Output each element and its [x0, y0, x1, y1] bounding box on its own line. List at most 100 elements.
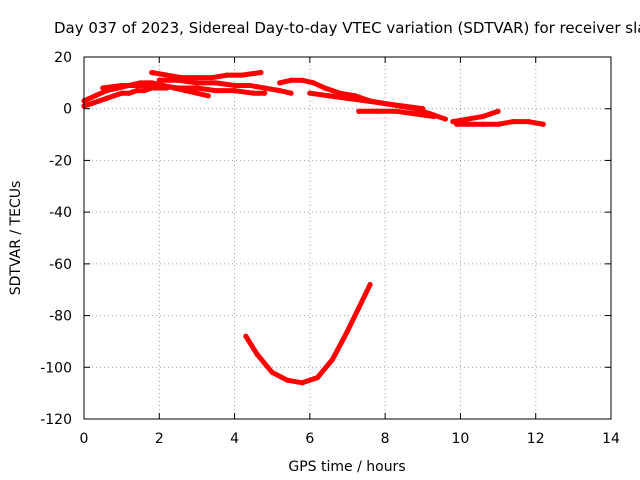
- data-point: [329, 356, 336, 363]
- data-point: [164, 72, 170, 78]
- y-tick-label: 0: [63, 102, 72, 118]
- data-point: [269, 369, 275, 376]
- data-point: [277, 80, 283, 86]
- data-point: [393, 108, 400, 114]
- data-point: [442, 116, 448, 122]
- series-line-track-3: [100, 82, 268, 96]
- data-point: [480, 113, 486, 120]
- data-point: [92, 93, 98, 99]
- data-point: [450, 119, 456, 125]
- data-point: [525, 119, 531, 125]
- data-point: [247, 82, 253, 89]
- x-tick-label: 6: [305, 431, 314, 447]
- data-point: [100, 85, 106, 91]
- data-point: [337, 90, 343, 96]
- tick-labels: 0 2 4 6 8 10 12 14 -120 -100 -80 -60 -40 -20 0 20: [40, 50, 620, 447]
- grid: [83, 56, 612, 420]
- data-point: [288, 90, 294, 96]
- data-point: [156, 82, 162, 89]
- data-point: [243, 333, 249, 339]
- data-point: [363, 98, 369, 104]
- series-line-track-10: [450, 108, 501, 125]
- data-point: [134, 88, 140, 94]
- data-point: [258, 69, 264, 76]
- data-point: [344, 95, 351, 101]
- data-point: [288, 77, 294, 83]
- data-point: [250, 90, 256, 96]
- data-point: [96, 98, 102, 104]
- data-point: [401, 103, 407, 109]
- data-point: [356, 305, 362, 311]
- data-point: [322, 85, 328, 91]
- data-point: [156, 77, 162, 83]
- data-point: [284, 377, 290, 383]
- data-point: [175, 85, 181, 91]
- y-tick-label: -40: [49, 205, 72, 221]
- x-axis-title: GPS time / hours: [288, 459, 405, 475]
- y-tick-label: -100: [40, 360, 72, 376]
- data-point: [194, 85, 200, 91]
- data-point: [126, 90, 132, 96]
- series-line-track-11: [243, 282, 373, 386]
- data-point: [307, 90, 313, 96]
- data-point: [254, 351, 260, 357]
- data-point: [224, 72, 230, 78]
- y-tick-label: -120: [40, 412, 72, 428]
- data-point: [299, 380, 305, 386]
- data-point: [213, 80, 219, 86]
- data-point: [299, 77, 305, 83]
- data-point: [356, 108, 362, 114]
- data-point: [465, 116, 471, 122]
- data-point: [231, 88, 238, 94]
- data-point: [103, 95, 110, 101]
- data-point: [262, 90, 268, 96]
- data-point: [412, 111, 418, 117]
- y-axis-title: SDTVAR / TECUs: [8, 181, 24, 296]
- data-point: [344, 328, 351, 334]
- data-point: [495, 108, 501, 114]
- chart-title: Day 037 of 2023, Sidereal Day-to-day VTE…: [54, 19, 640, 37]
- x-tick-label: 10: [452, 431, 470, 447]
- x-tick-label: 2: [155, 431, 164, 447]
- data-point: [194, 75, 200, 81]
- x-tick-label: 12: [527, 431, 545, 447]
- data-point: [480, 121, 486, 127]
- y-tick-label: -80: [49, 309, 72, 325]
- data-point: [175, 77, 181, 83]
- data-point: [231, 82, 238, 89]
- data-point: [119, 90, 125, 96]
- data-point: [194, 90, 200, 96]
- data-series: [81, 69, 546, 386]
- data-point: [119, 82, 125, 89]
- data-point: [495, 121, 501, 127]
- data-point: [239, 72, 245, 78]
- x-tick-label: 0: [80, 431, 89, 447]
- data-point: [137, 82, 144, 89]
- data-point: [431, 113, 437, 120]
- data-point: [382, 100, 388, 107]
- data-point: [326, 93, 332, 99]
- data-point: [262, 85, 268, 91]
- data-point: [367, 281, 373, 288]
- data-point: [213, 88, 219, 94]
- data-point: [277, 88, 283, 94]
- data-point: [314, 375, 320, 381]
- plot-frame: [83, 56, 612, 420]
- data-point: [88, 100, 95, 107]
- data-point: [209, 75, 215, 81]
- data-point: [111, 93, 117, 99]
- y-tick-label: -60: [49, 257, 72, 273]
- x-tick-label: 4: [230, 431, 239, 447]
- data-point: [141, 88, 147, 94]
- data-point: [311, 80, 317, 86]
- y-tick-label: 20: [54, 50, 72, 66]
- data-point: [420, 106, 426, 112]
- data-point: [194, 80, 200, 86]
- data-point: [465, 121, 471, 127]
- x-tick-label: 14: [602, 431, 620, 447]
- data-point: [375, 108, 381, 114]
- y-tick-label: -20: [49, 153, 72, 169]
- data-point: [149, 69, 155, 76]
- data-point: [510, 119, 516, 125]
